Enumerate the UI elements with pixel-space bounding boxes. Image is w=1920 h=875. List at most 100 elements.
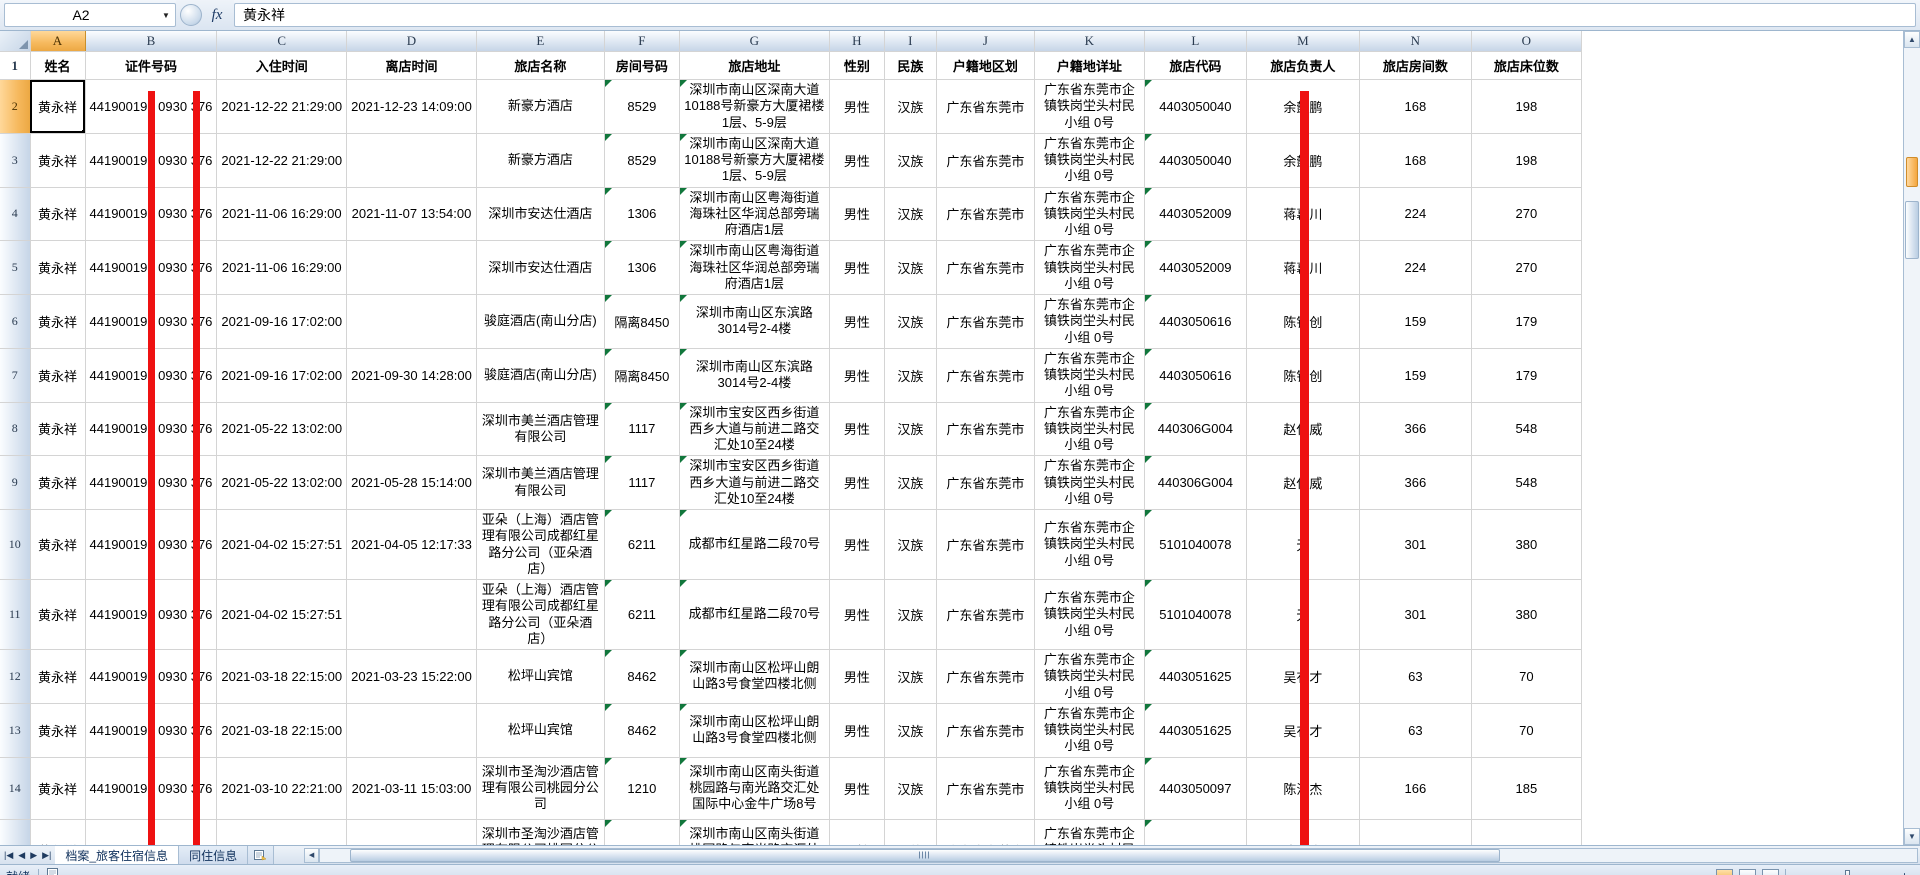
cell-n12[interactable]: 63 — [1359, 649, 1472, 704]
cell-c10[interactable]: 2021-04-02 15:27:51 — [216, 509, 348, 580]
column-header-d[interactable]: D — [346, 31, 477, 52]
cell-a13[interactable]: 黄永祥 — [30, 703, 86, 758]
cell-i13[interactable]: 汉族 — [884, 703, 937, 758]
column-header-g[interactable]: G — [679, 31, 830, 52]
cell-k2[interactable]: 广东省东莞市企 镇铁岗坣头村民小组 0号 — [1034, 79, 1145, 134]
cell-a8[interactable]: 黄永祥 — [30, 402, 86, 457]
cell-a4[interactable]: 黄永祥 — [30, 187, 86, 242]
cell-a12[interactable]: 黄永祥 — [30, 649, 86, 704]
scroll-up-icon[interactable]: ▲ — [1904, 31, 1920, 48]
cell-o13[interactable]: 70 — [1471, 703, 1582, 758]
row-header-2[interactable]: 2 — [0, 79, 31, 134]
cell-f5[interactable]: 1306 — [604, 240, 680, 295]
cell-a9[interactable]: 黄永祥 — [30, 455, 86, 510]
cell-b5[interactable]: 441900199 0930 376 — [85, 240, 218, 295]
cell-g9[interactable]: 深圳市宝安区西乡街道西乡大道与前进二路交汇处10至24楼 — [679, 455, 830, 510]
sheet-tab-2[interactable]: 同住信息 — [179, 846, 249, 864]
row-header-6[interactable]: 6 — [0, 294, 31, 349]
cell-i12[interactable]: 汉族 — [884, 649, 937, 704]
cell-n15[interactable]: 166 — [1359, 819, 1472, 845]
cell-g15[interactable]: 深圳市南山区南头街道桃园路与南光路交汇处国际中心金牛广场8号 — [679, 819, 830, 845]
cell-l9[interactable]: 440306G004 — [1144, 455, 1247, 510]
prev-sheet-icon[interactable]: ◀ — [18, 849, 26, 860]
cell-f3[interactable]: 8529 — [604, 133, 680, 188]
cell-j4[interactable]: 广东省东莞市 — [936, 187, 1035, 242]
column-header-a[interactable]: A — [30, 31, 86, 52]
row-header-9[interactable]: 9 — [0, 455, 31, 510]
cell-o8[interactable]: 548 — [1471, 402, 1582, 457]
cell-n11[interactable]: 301 — [1359, 579, 1472, 650]
table-row[interactable]: 14 黄永祥 441900199 0930 376 2021-03-10 22:21:… — [0, 757, 1582, 820]
cell-n4[interactable]: 224 — [1359, 187, 1472, 242]
cell-b2[interactable]: 441900199 0930 376 — [85, 79, 218, 134]
cell-b4[interactable]: 441900199 0930 376 — [85, 187, 218, 242]
cell-o9[interactable]: 548 — [1471, 455, 1582, 510]
cell-h6[interactable]: 男性 — [829, 294, 885, 349]
cell-o12[interactable]: 70 — [1471, 649, 1582, 704]
column-header-f[interactable]: F — [604, 31, 680, 52]
cell-c12[interactable]: 2021-03-18 22:15:00 — [216, 649, 348, 704]
column-header-e[interactable]: E — [476, 31, 605, 52]
cell-h5[interactable]: 男性 — [829, 240, 885, 295]
cell-o4[interactable]: 270 — [1471, 187, 1582, 242]
table-row[interactable]: 11 黄永祥 441900199 0930 376 2021-04-02 15:27:… — [0, 579, 1582, 650]
cell-d7[interactable]: 2021-09-30 14:28:00 — [346, 348, 477, 403]
table-row[interactable]: 10 黄永祥 441900199 0930 376 2021-04-02 15:27:… — [0, 509, 1582, 580]
cell-c9[interactable]: 2021-05-22 13:02:00 — [216, 455, 348, 510]
cell-f11[interactable]: 6211 — [604, 579, 680, 650]
column-header-c[interactable]: C — [216, 31, 348, 52]
cell-k6[interactable]: 广东省东莞市企 镇铁岗坣头村民小组 0号 — [1034, 294, 1145, 349]
cell-h4[interactable]: 男性 — [829, 187, 885, 242]
cell-n10[interactable]: 301 — [1359, 509, 1472, 580]
cell-g14[interactable]: 深圳市南山区南头街道桃园路与南光路交汇处国际中心金牛广场8号 — [679, 757, 830, 820]
table-row[interactable]: 4 黄永祥 441900199 0930 376 2021-11-06 16:29:0… — [0, 187, 1582, 242]
sheet-tab-1[interactable]: 档案_旅客住宿信息 — [55, 846, 180, 864]
cell-h2[interactable]: 男性 — [829, 79, 885, 134]
table-row[interactable]: 7 黄永祥 441900199 0930 376 2021-09-16 17:02:0… — [0, 348, 1582, 403]
cell-h8[interactable]: 男性 — [829, 402, 885, 457]
cell-n7[interactable]: 159 — [1359, 348, 1472, 403]
cell-l15[interactable]: 4403050097 — [1144, 819, 1247, 845]
cell-o14[interactable]: 185 — [1471, 757, 1582, 820]
cell-n13[interactable]: 63 — [1359, 703, 1472, 758]
column-header-l[interactable]: L — [1144, 31, 1247, 52]
cell-d4[interactable]: 2021-11-07 13:54:00 — [346, 187, 477, 242]
cell-l2[interactable]: 4403050040 — [1144, 79, 1247, 134]
scroll-down-icon[interactable]: ▼ — [1904, 828, 1920, 845]
row-header-14[interactable]: 14 — [0, 757, 31, 820]
cell-f2[interactable]: 8529 — [604, 79, 680, 134]
cell-l8[interactable]: 440306G004 — [1144, 402, 1247, 457]
cell-b3[interactable]: 441900199 0930 376 — [85, 133, 218, 188]
cell-i11[interactable]: 汉族 — [884, 579, 937, 650]
cell-m14[interactable]: 陈汉杰 — [1246, 757, 1360, 820]
cell-k3[interactable]: 广东省东莞市企 镇铁岗坣头村民小组 0号 — [1034, 133, 1145, 188]
table-row[interactable]: 6 黄永祥 441900199 0930 376 2021-09-16 17:02:0… — [0, 294, 1582, 349]
cell-e10[interactable]: 亚朵（上海）酒店管理有限公司成都红星路分公司（亚朵酒店） — [476, 509, 605, 580]
cell-h12[interactable]: 男性 — [829, 649, 885, 704]
row-header-7[interactable]: 7 — [0, 348, 31, 403]
cell-b15[interactable]: 441900199 0930 376 — [85, 819, 218, 845]
row-header-12[interactable]: 12 — [0, 649, 31, 704]
table-row[interactable]: 3 黄永祥 441900199 0930 376 2021-12-22 21:29:0… — [0, 133, 1582, 188]
cell-g12[interactable]: 深圳市南山区松坪山朗山路3号食堂四楼北侧 — [679, 649, 830, 704]
cell-e15[interactable]: 深圳市圣淘沙酒店管理有限公司桃园分公司 — [476, 819, 605, 845]
cell-c7[interactable]: 2021-09-16 17:02:00 — [216, 348, 348, 403]
cell-f6[interactable]: 隔离8450 — [604, 294, 680, 349]
cell-g2[interactable]: 深圳市南山区深南大道10188号新豪方大厦裙楼1层、5-9层 — [679, 79, 830, 134]
cell-i6[interactable]: 汉族 — [884, 294, 937, 349]
cell-d13[interactable] — [346, 703, 477, 758]
cell-h11[interactable]: 男性 — [829, 579, 885, 650]
cell-b9[interactable]: 441900199 0930 376 — [85, 455, 218, 510]
cell-m5[interactable]: 蒋幕川 — [1246, 240, 1360, 295]
cell-d6[interactable] — [346, 294, 477, 349]
cell-o5[interactable]: 270 — [1471, 240, 1582, 295]
normal-view-button[interactable] — [1715, 868, 1733, 875]
column-header-j[interactable]: J — [936, 31, 1035, 52]
table-row[interactable]: 5 黄永祥 441900199 0930 376 2021-11-06 16:29:0… — [0, 240, 1582, 295]
cell-m6[interactable]: 陈钦创 — [1246, 294, 1360, 349]
cell-l6[interactable]: 4403050616 — [1144, 294, 1247, 349]
cell-k15[interactable]: 广东省东莞市企 镇铁岗坣头村民小组 0号 — [1034, 819, 1145, 845]
cell-i5[interactable]: 汉族 — [884, 240, 937, 295]
cell-j10[interactable]: 广东省东莞市 — [936, 509, 1035, 580]
